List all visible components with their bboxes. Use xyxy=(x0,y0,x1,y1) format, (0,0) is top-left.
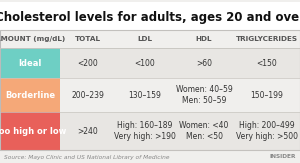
Text: >240: >240 xyxy=(77,126,98,135)
Bar xyxy=(0,30,300,150)
Text: TOTAL: TOTAL xyxy=(74,36,101,42)
Bar xyxy=(0,30,300,48)
Text: INSIDER: INSIDER xyxy=(269,155,296,160)
Text: Too high or low: Too high or low xyxy=(0,126,66,135)
Text: 130–159: 130–159 xyxy=(129,90,161,99)
Bar xyxy=(0,112,300,150)
Text: <200: <200 xyxy=(77,59,98,67)
Text: HDL: HDL xyxy=(196,36,212,42)
Text: High: 160–189
Very high: >190: High: 160–189 Very high: >190 xyxy=(114,121,176,141)
Text: Women: <40
Men: <50: Women: <40 Men: <50 xyxy=(179,121,229,141)
Text: TRIGLYCERIDES: TRIGLYCERIDES xyxy=(236,36,298,42)
Text: Borderline: Borderline xyxy=(5,90,55,99)
Text: >60: >60 xyxy=(196,59,212,67)
Text: Women: 40–59
Men: 50–59: Women: 40–59 Men: 50–59 xyxy=(176,85,232,105)
Text: 200–239: 200–239 xyxy=(71,90,104,99)
Text: High: 200–499
Very high: >500: High: 200–499 Very high: >500 xyxy=(236,121,298,141)
Text: 150–199: 150–199 xyxy=(250,90,283,99)
Bar xyxy=(0,78,300,112)
Bar xyxy=(0,48,60,78)
Text: LDL: LDL xyxy=(137,36,152,42)
Text: AMOUNT (mg/dL): AMOUNT (mg/dL) xyxy=(0,36,65,42)
Text: <150: <150 xyxy=(256,59,277,67)
Text: Ideal: Ideal xyxy=(18,59,42,67)
Bar xyxy=(0,78,60,112)
Text: <100: <100 xyxy=(135,59,155,67)
Text: Source: Mayo Clinic and US National Library of Medicine: Source: Mayo Clinic and US National Libr… xyxy=(4,155,170,160)
Text: Cholesterol levels for adults, ages 20 and over: Cholesterol levels for adults, ages 20 a… xyxy=(0,10,300,23)
Bar xyxy=(0,112,60,150)
Bar xyxy=(0,2,300,30)
Bar xyxy=(0,48,300,78)
